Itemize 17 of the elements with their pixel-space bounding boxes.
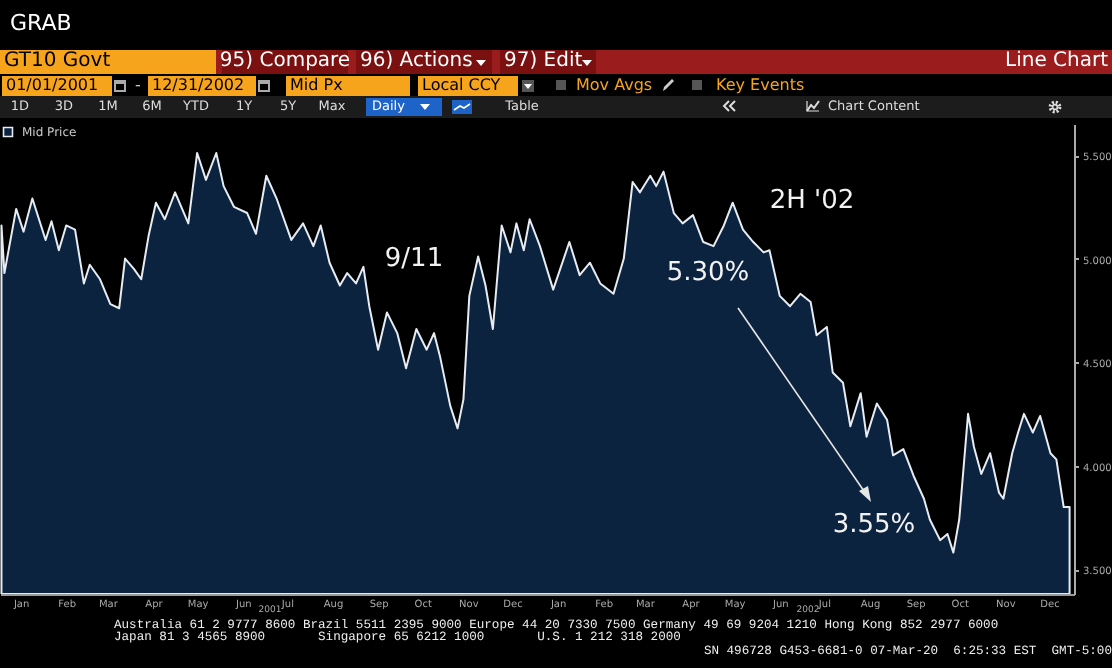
text: Mid Px: [286, 76, 410, 96]
text: GT10 Govt: [0, 50, 216, 74]
text: 96) Actions: [356, 50, 492, 74]
text: 97) Edit: [500, 50, 596, 74]
text: Mov Avgs: [574, 76, 655, 96]
text: 01/01/2001: [2, 76, 112, 96]
annotation: 9/11: [382, 244, 446, 276]
annotation: 2H '02: [769, 186, 855, 218]
text: 95) Compare: [219, 50, 351, 74]
annotation: 5.30%: [666, 258, 750, 290]
text: -: [133, 76, 143, 96]
annotation: 3.55%: [832, 510, 916, 542]
text: Local CCY: [418, 76, 518, 96]
text: 12/31/2002: [148, 76, 256, 96]
text: GRAB: [10, 8, 72, 36]
text: Line Chart: [1003, 50, 1108, 74]
text: Key Events: [714, 76, 807, 96]
